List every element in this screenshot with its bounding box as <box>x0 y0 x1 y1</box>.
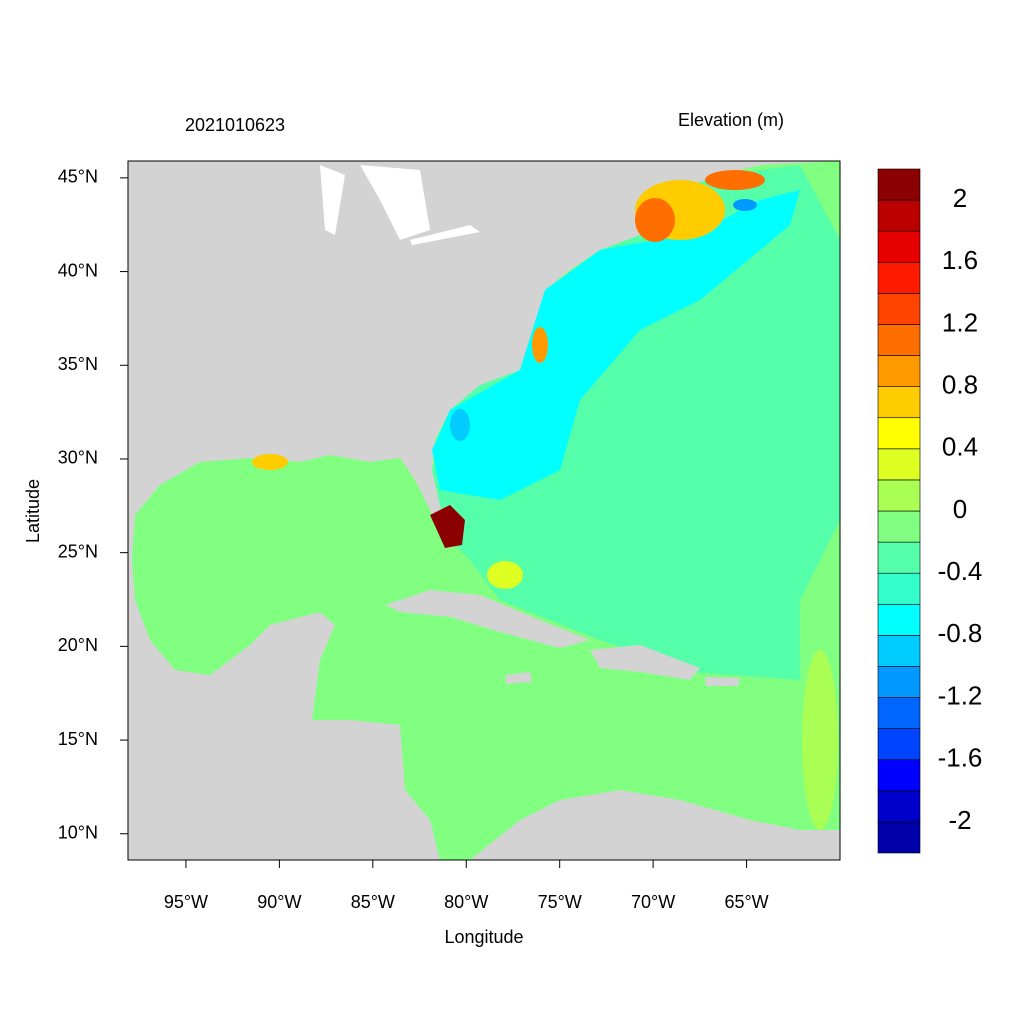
y-tick-label: 45°N <box>58 167 98 187</box>
colorbar-box <box>877 821 921 854</box>
colorbar-label: -2 <box>948 805 971 835</box>
land <box>470 790 840 860</box>
island <box>705 677 740 686</box>
y-axis-label: Latitude <box>23 479 43 543</box>
y-tick-label: 25°N <box>58 541 98 561</box>
colorbar-box <box>877 790 921 823</box>
high-zone <box>532 327 548 363</box>
plot-frame <box>127 160 841 861</box>
colorbar-box <box>877 479 921 512</box>
y-tick-label: 20°N <box>58 635 98 655</box>
colorbar-box <box>877 261 921 294</box>
low-zone <box>450 409 470 441</box>
colorbar-box <box>877 635 921 667</box>
colorbar-box <box>877 510 921 543</box>
y-tick-label: 40°N <box>58 260 98 280</box>
high-zone <box>252 454 288 470</box>
y-tick-label: 30°N <box>58 448 98 468</box>
lake <box>410 225 480 245</box>
x-tick-label: 65°W <box>724 892 768 912</box>
colorbar-box <box>877 448 921 481</box>
colorbar-box <box>877 697 921 729</box>
colorbar-box <box>877 603 921 636</box>
colorbar-box <box>877 293 921 325</box>
colorbar-label: 2 <box>953 183 967 213</box>
x-tick-label: 90°W <box>257 892 301 912</box>
colorbar-label: 1.6 <box>942 245 978 275</box>
colorbar-box <box>877 417 921 450</box>
colorbar-box <box>877 386 921 419</box>
colorbar-label: -1.6 <box>938 743 983 773</box>
x-tick-label: 80°W <box>444 892 488 912</box>
map <box>128 161 840 860</box>
colorbar-box <box>877 541 921 574</box>
shelf-zone <box>432 190 800 500</box>
colorbar-label: 1.2 <box>942 307 978 337</box>
colorbar-box <box>877 572 921 605</box>
colorbar-box <box>877 199 921 232</box>
y-tick-label: 10°N <box>58 823 98 843</box>
x-axis-label: Longitude <box>444 927 523 947</box>
mid-zone <box>487 561 523 589</box>
lake <box>360 165 430 240</box>
high-zone <box>705 170 765 190</box>
colorbar-box <box>877 168 921 201</box>
colorbar-box <box>877 230 921 263</box>
low-zone <box>733 199 757 211</box>
lake <box>320 165 345 235</box>
colorbar-label: 0.8 <box>942 370 978 400</box>
chart-subtitle: Elevation (m) <box>678 110 784 130</box>
colorbar-label: -1.2 <box>938 680 983 710</box>
colorbar-box <box>877 728 921 761</box>
high-zone <box>430 505 465 548</box>
island <box>385 590 590 648</box>
atlantic-zone <box>432 165 840 680</box>
colorbar-box <box>877 355 921 387</box>
x-tick-label: 95°W <box>164 892 208 912</box>
chart-title: 2021010623 <box>185 115 285 135</box>
y-tick-label: 15°N <box>58 729 98 749</box>
colorbar-label: 0 <box>953 494 967 524</box>
colorbar: -2 -1.6 -1.2 -0.8 -0.4 0 0.4 0.8 1.2 1.6 2 <box>877 168 983 854</box>
x-tick-label: 75°W <box>538 892 582 912</box>
colorbar-label: 0.4 <box>942 432 978 462</box>
mid-zone <box>802 650 838 830</box>
colorbar-box <box>877 666 921 698</box>
x-tick-label: 70°W <box>631 892 675 912</box>
island <box>505 672 532 684</box>
high-zone <box>635 198 675 242</box>
colorbar-box <box>877 324 921 356</box>
x-tick-label: 85°W <box>351 892 395 912</box>
y-tick-label: 35°N <box>58 354 98 374</box>
colorbar-label: -0.4 <box>938 556 983 586</box>
colorbar-label: -0.8 <box>938 618 983 648</box>
island <box>590 645 700 680</box>
colorbar-box <box>877 759 921 792</box>
